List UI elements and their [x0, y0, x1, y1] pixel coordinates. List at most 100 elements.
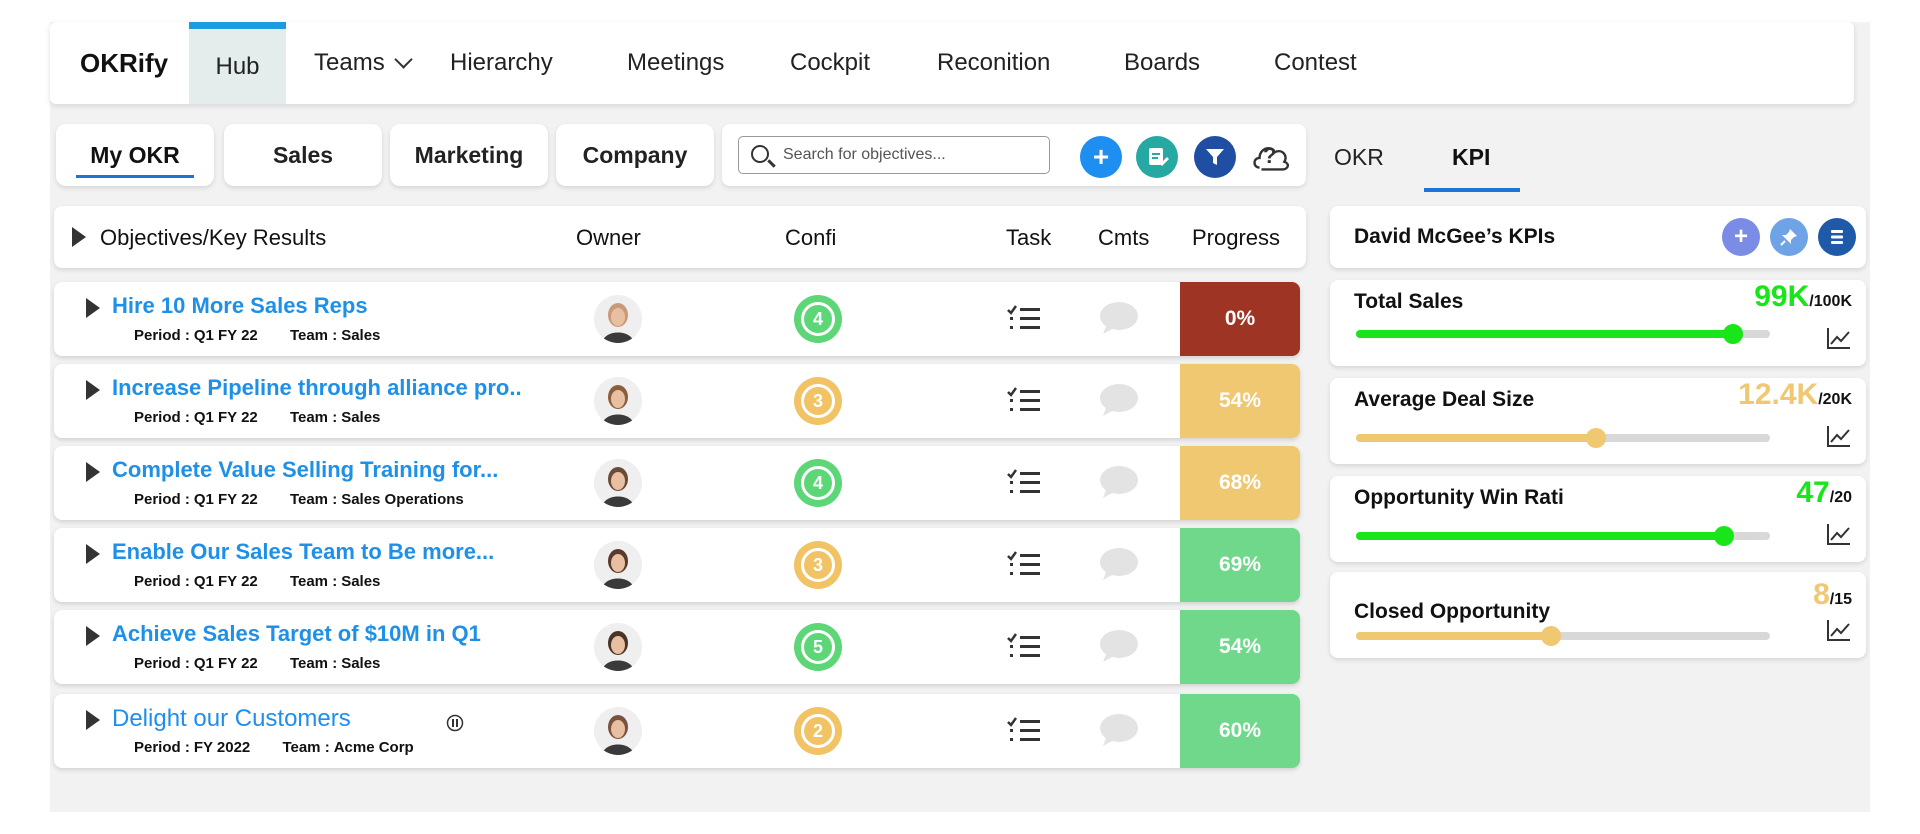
expand-row-icon[interactable] — [86, 298, 100, 318]
trend-chart-icon[interactable] — [1826, 424, 1852, 448]
expand-row-icon[interactable] — [86, 626, 100, 646]
tab-okr[interactable]: OKR — [1334, 144, 1384, 170]
kpi-list-button[interactable] — [1818, 218, 1856, 256]
objective-title[interactable]: Complete Value Selling Training for... — [112, 457, 499, 482]
comment-icon[interactable] — [1098, 628, 1140, 664]
tab-sales[interactable]: Sales — [224, 124, 382, 186]
table-row[interactable]: Hire 10 More Sales Reps Period : Q1 FY 22… — [54, 282, 1300, 356]
confidence-badge[interactable]: 3 — [794, 541, 842, 589]
help-question-glyph: ? — [1263, 143, 1277, 168]
team-value: Sales — [341, 327, 381, 344]
objective-meta: Period : Q1 FY 22 Team : Sales — [134, 327, 408, 344]
trend-chart-icon[interactable] — [1826, 522, 1852, 546]
header-comments: Cmts — [1098, 225, 1150, 250]
period-label: Period : — [134, 739, 190, 756]
kpi-title: David McGee’s KPIs — [1354, 225, 1556, 248]
avatar[interactable] — [594, 541, 642, 589]
comment-icon[interactable] — [1098, 546, 1140, 582]
kpi-slider-handle[interactable] — [1586, 428, 1607, 448]
add-objective-button[interactable]: + — [1080, 136, 1122, 178]
expand-row-icon[interactable] — [86, 380, 100, 400]
team-label: Team : — [289, 655, 338, 672]
objective-title[interactable]: Achieve Sales Target of $10M in Q1 — [112, 621, 481, 646]
filter-button[interactable] — [1194, 136, 1236, 178]
kpi-card[interactable]: Average Deal Size 12.4K/20K — [1330, 378, 1866, 464]
tab-marketing[interactable]: Marketing — [390, 124, 548, 186]
header-objectives: Objectives/Key Results — [100, 225, 327, 250]
confidence-badge[interactable]: 5 — [794, 623, 842, 671]
task-list-icon[interactable] — [1006, 304, 1042, 334]
expand-all-icon[interactable] — [72, 227, 86, 247]
task-list-icon[interactable] — [1006, 468, 1042, 498]
owner-avatar-icon — [594, 623, 642, 671]
nav-boards[interactable]: Boards — [1124, 49, 1201, 76]
tab-my-okr[interactable]: My OKR — [56, 124, 214, 186]
task-list-icon[interactable] — [1006, 716, 1042, 746]
search-input[interactable] — [783, 143, 1043, 167]
confidence-value: 4 — [801, 466, 835, 500]
kpi-tab-underline — [1424, 188, 1520, 192]
expand-row-icon[interactable] — [86, 544, 100, 564]
nav-cockpit[interactable]: Cockpit — [790, 49, 871, 76]
nav-teams[interactable]: Teams — [314, 22, 413, 104]
nav-hub[interactable]: Hub — [189, 22, 286, 104]
nav-reconition[interactable]: Reconition — [937, 49, 1051, 76]
confidence-badge[interactable]: 2 — [794, 707, 842, 755]
pin-kpi-button[interactable] — [1770, 218, 1808, 256]
add-kpi-button[interactable]: + — [1722, 218, 1760, 256]
kpi-slider-handle[interactable] — [1540, 626, 1561, 646]
task-list-icon[interactable] — [1006, 550, 1042, 580]
objective-title[interactable]: Increase Pipeline through alliance pro.. — [112, 375, 522, 400]
nav-hierarchy[interactable]: Hierarchy — [450, 49, 553, 76]
expand-row-icon[interactable] — [86, 710, 100, 730]
comment-icon[interactable] — [1098, 382, 1140, 418]
expand-row-icon[interactable] — [86, 462, 100, 482]
table-row[interactable]: Achieve Sales Target of $10M in Q1 Perio… — [54, 610, 1300, 684]
task-list-icon[interactable] — [1006, 386, 1042, 416]
objective-title[interactable]: Hire 10 More Sales Reps — [112, 293, 368, 318]
trend-chart-icon[interactable] — [1826, 326, 1852, 350]
note-edit-button[interactable] — [1136, 136, 1178, 178]
comment-icon[interactable] — [1098, 712, 1140, 748]
table-row[interactable]: Complete Value Selling Training for... P… — [54, 446, 1300, 520]
comment-icon[interactable] — [1098, 300, 1140, 336]
confidence-badge[interactable]: 4 — [794, 295, 842, 343]
table-row[interactable]: Enable Our Sales Team to Be more... Peri… — [54, 528, 1300, 602]
avatar[interactable] — [594, 295, 642, 343]
nav-contest[interactable]: Contest — [1274, 49, 1357, 76]
table-row[interactable]: Increase Pipeline through alliance pro..… — [54, 364, 1300, 438]
comment-icon[interactable] — [1098, 464, 1140, 500]
trend-chart-icon[interactable] — [1826, 618, 1852, 642]
kpi-slider-handle[interactable] — [1714, 526, 1735, 546]
nav-meetings[interactable]: Meetings — [627, 49, 725, 76]
period-text: Period : FY 2022 — [134, 739, 264, 756]
avatar[interactable] — [594, 623, 642, 671]
period-label: Period : — [134, 491, 190, 508]
period-label: Period : — [134, 655, 190, 672]
avatar[interactable] — [594, 707, 642, 755]
help-button[interactable] — [1250, 136, 1292, 178]
kpi-card[interactable]: Total Sales 99K/100K — [1330, 280, 1866, 366]
tab-company[interactable]: Company — [556, 124, 714, 186]
tab-kpi[interactable]: KPI — [1452, 144, 1491, 170]
progress-cell: 54% — [1180, 610, 1300, 684]
confidence-value: 4 — [801, 302, 835, 336]
task-list-icon[interactable] — [1006, 632, 1042, 662]
kpi-progress-fill — [1356, 632, 1551, 640]
avatar[interactable] — [594, 377, 642, 425]
progress-cell: 60% — [1180, 694, 1300, 768]
period-value: Q1 FY 22 — [193, 491, 258, 508]
period-text: Period : Q1 FY 22 — [134, 327, 272, 344]
pause-icon[interactable] — [446, 714, 464, 732]
confidence-badge[interactable]: 3 — [794, 377, 842, 425]
kpi-card[interactable]: Closed Opportunity 8/15 — [1330, 572, 1866, 658]
objective-title[interactable]: Enable Our Sales Team to Be more... — [112, 539, 495, 564]
kpi-slider-handle[interactable] — [1722, 324, 1743, 344]
kpi-card[interactable]: Opportunity Win Rati 47/20 — [1330, 476, 1866, 562]
objective-title[interactable]: Delight our Customers — [112, 705, 351, 732]
kpi-name: Total Sales — [1354, 290, 1464, 313]
table-row[interactable]: Delight our Customers Period : FY 2022 Te… — [54, 694, 1300, 768]
avatar[interactable] — [594, 459, 642, 507]
confidence-badge[interactable]: 4 — [794, 459, 842, 507]
period-label: Period : — [134, 573, 190, 590]
